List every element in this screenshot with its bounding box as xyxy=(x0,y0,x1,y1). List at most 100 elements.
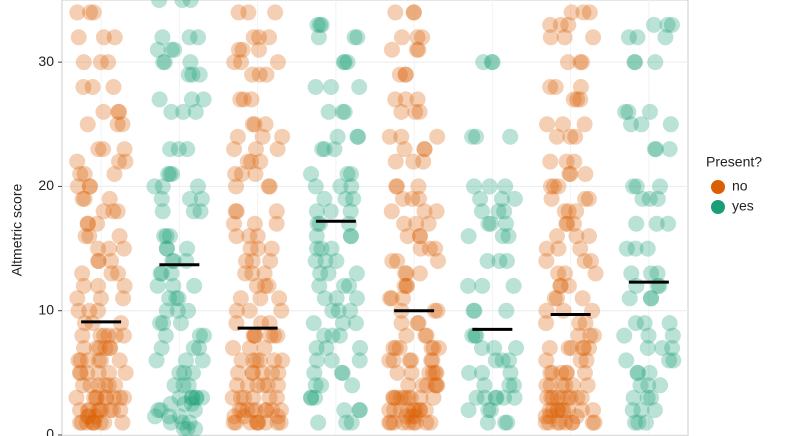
point xyxy=(228,203,245,220)
point xyxy=(407,103,424,120)
point xyxy=(466,302,483,319)
point xyxy=(352,340,369,356)
point xyxy=(416,203,433,220)
point xyxy=(538,315,555,332)
point xyxy=(268,215,285,232)
point xyxy=(308,228,325,245)
point xyxy=(481,178,498,195)
point xyxy=(244,364,261,381)
point xyxy=(584,302,601,319)
point xyxy=(111,228,128,245)
y-tick-label: 30 xyxy=(38,53,54,69)
point xyxy=(169,302,186,319)
point xyxy=(479,253,496,269)
point xyxy=(95,103,112,120)
point xyxy=(625,178,642,195)
point xyxy=(475,54,492,71)
point xyxy=(115,389,132,406)
point xyxy=(640,327,657,344)
point xyxy=(225,340,242,356)
point xyxy=(565,91,582,108)
point xyxy=(580,190,597,207)
point xyxy=(153,190,170,207)
point xyxy=(623,116,640,133)
point xyxy=(474,277,491,294)
point xyxy=(90,377,107,394)
point xyxy=(269,408,286,425)
point xyxy=(640,377,657,394)
point xyxy=(647,54,664,71)
point xyxy=(109,116,126,133)
point xyxy=(72,166,89,182)
point xyxy=(396,389,413,406)
point xyxy=(400,377,417,394)
point xyxy=(77,228,94,245)
point xyxy=(566,153,583,170)
point xyxy=(226,215,243,232)
point xyxy=(391,340,408,356)
point xyxy=(241,302,258,319)
point xyxy=(96,414,113,431)
point xyxy=(633,402,650,419)
point xyxy=(181,414,198,431)
point xyxy=(554,389,571,406)
point xyxy=(391,66,408,83)
point xyxy=(163,41,180,58)
point xyxy=(314,141,331,158)
point xyxy=(405,402,422,419)
point xyxy=(146,178,163,195)
point xyxy=(639,389,656,406)
point xyxy=(192,203,209,220)
point xyxy=(420,215,437,232)
point xyxy=(483,54,500,71)
point xyxy=(577,166,594,182)
point xyxy=(183,91,200,108)
point xyxy=(627,240,644,257)
point xyxy=(412,402,429,419)
point xyxy=(480,402,497,419)
point xyxy=(387,4,404,21)
point xyxy=(85,414,102,431)
point xyxy=(575,4,592,21)
point xyxy=(385,340,402,356)
point xyxy=(263,364,280,381)
point xyxy=(236,408,253,425)
point xyxy=(91,402,108,419)
point xyxy=(256,265,273,282)
point xyxy=(626,54,643,71)
point xyxy=(337,190,354,207)
point xyxy=(627,315,644,332)
point xyxy=(348,290,365,307)
point xyxy=(109,203,126,220)
point xyxy=(570,327,587,344)
point xyxy=(426,302,443,319)
point xyxy=(341,215,358,232)
point xyxy=(344,377,361,394)
point xyxy=(491,253,508,269)
point xyxy=(336,103,353,120)
point xyxy=(251,41,268,58)
point xyxy=(233,54,250,71)
point xyxy=(69,290,86,307)
y-axis-label: Altmetric score xyxy=(9,184,25,277)
point xyxy=(164,166,181,182)
point xyxy=(183,389,200,406)
point xyxy=(244,402,261,419)
point xyxy=(582,253,599,269)
point xyxy=(152,315,169,332)
point xyxy=(389,253,406,269)
point xyxy=(184,66,201,83)
point xyxy=(254,128,271,145)
point xyxy=(423,352,440,369)
point xyxy=(624,402,641,419)
point xyxy=(552,16,569,33)
point xyxy=(247,327,264,344)
point xyxy=(239,402,256,419)
point xyxy=(537,414,554,431)
point xyxy=(303,389,320,406)
point xyxy=(473,340,490,356)
point xyxy=(497,215,514,232)
point xyxy=(582,327,599,344)
point xyxy=(555,402,572,419)
point xyxy=(572,240,589,257)
